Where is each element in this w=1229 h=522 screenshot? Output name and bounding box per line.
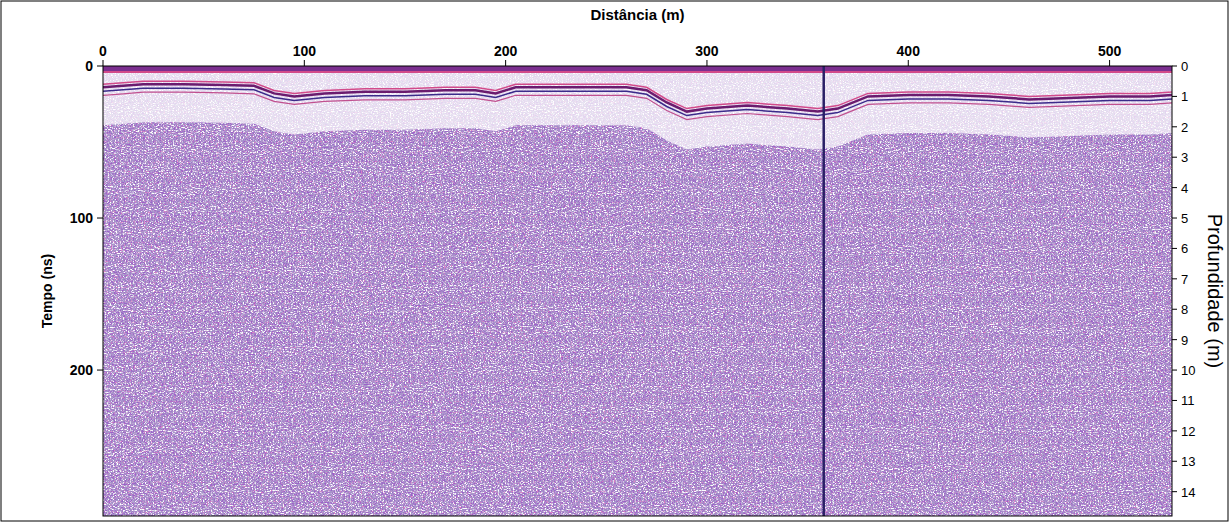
y2-tick (1172, 430, 1177, 431)
direct-wave (103, 71, 1172, 73)
noise (103, 66, 1172, 516)
x-tick (1109, 60, 1110, 66)
y-tick (97, 370, 103, 371)
y2-tick (1172, 339, 1177, 340)
y2-tick-label: 5 (1181, 211, 1188, 226)
noise (103, 66, 1172, 516)
y2-tick (1172, 370, 1177, 371)
y2-tick-label: 13 (1181, 454, 1195, 469)
x-tick (706, 60, 707, 66)
y2-tick-label: 7 (1181, 272, 1188, 287)
y2-tick (1172, 400, 1177, 401)
outer-frame (1, 1, 1228, 521)
reflector-horizon (103, 92, 1172, 119)
noise (103, 66, 1172, 516)
y2-tick (1172, 218, 1177, 219)
x-tick-label: 400 (897, 43, 921, 59)
y2-tick-label: 9 (1181, 333, 1188, 348)
y-tick-label: 0 (85, 58, 93, 74)
y2-tick (1172, 248, 1177, 249)
y-axis-title: Tempo (ns) (39, 254, 55, 328)
x-tick (304, 60, 305, 66)
reflector-horizon (103, 81, 1172, 108)
y2-tick (1172, 309, 1177, 310)
y-tick (97, 66, 103, 67)
y-tick-label: 100 (70, 210, 94, 226)
y2-tick-label: 10 (1181, 363, 1195, 378)
background (103, 66, 1172, 516)
x-tick (505, 60, 506, 66)
y2-tick-label: 14 (1181, 485, 1195, 500)
y2-tick-label: 11 (1181, 393, 1195, 408)
direct-wave (103, 66, 1172, 71)
x-tick-label: 0 (99, 43, 107, 59)
y2-tick-label: 12 (1181, 424, 1195, 439)
y2-tick (1172, 187, 1177, 188)
x-tick (103, 60, 104, 66)
y2-tick-label: 0 (1181, 59, 1188, 74)
y2-tick-label: 2 (1181, 120, 1188, 135)
y2-tick (1172, 461, 1177, 462)
y2-tick (1172, 157, 1177, 158)
y-tick-label: 200 (70, 362, 94, 378)
y2-tick-label: 3 (1181, 150, 1188, 165)
reflector-horizon (103, 88, 1172, 115)
frame (103, 66, 1172, 516)
y-tick (97, 218, 103, 219)
y2-tick (1172, 491, 1177, 492)
y2-tick-label: 4 (1181, 181, 1188, 196)
plot-area (103, 66, 1172, 516)
radargram-chart: 0100200300400500Distância (m)0100200Temp… (0, 0, 1229, 522)
y2-tick-label: 1 (1181, 89, 1188, 104)
y2-tick (1172, 278, 1177, 279)
vertical-trace (822, 66, 825, 516)
x-tick (908, 60, 909, 66)
x-tick-label: 300 (695, 43, 719, 59)
y2-tick (1172, 126, 1177, 127)
y2-tick (1172, 66, 1177, 67)
x-tick-label: 100 (293, 43, 317, 59)
y2-axis-title: Profundidade (m) (1204, 214, 1226, 369)
near-surface-band (103, 66, 1172, 150)
x-tick-label: 200 (494, 43, 518, 59)
y2-tick (1172, 96, 1177, 97)
x-tick-label: 500 (1098, 43, 1122, 59)
y2-tick-label: 8 (1181, 302, 1188, 317)
x-axis-title: Distância (m) (590, 6, 684, 23)
y2-tick-label: 6 (1181, 241, 1188, 256)
